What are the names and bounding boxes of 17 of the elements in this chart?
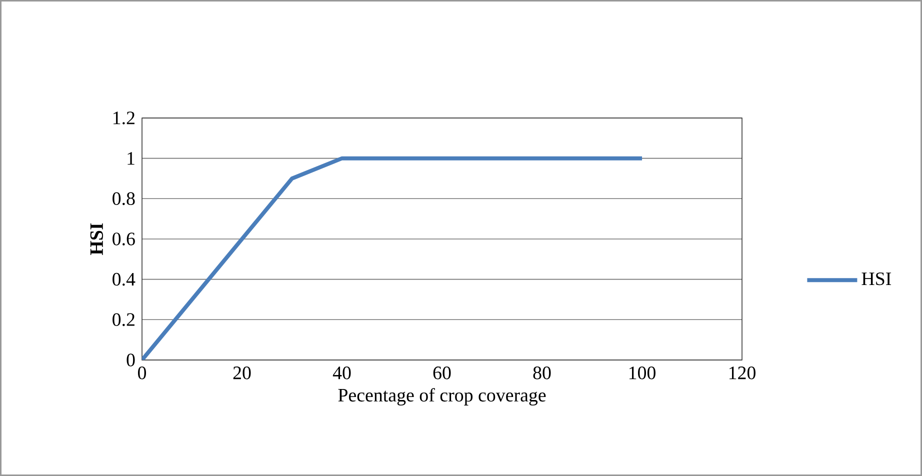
y-tick-label: 0.4	[112, 272, 136, 286]
y-tick-label: 0.2	[112, 313, 134, 326]
x-tick-label: 20	[233, 366, 251, 380]
x-tick-label: 80	[533, 366, 551, 380]
y-tick-label: 0.8	[112, 192, 135, 206]
x-tick-label: 40	[332, 366, 351, 380]
y-tick-label: 1.2	[113, 112, 134, 124]
y-tick-label: 1	[128, 152, 134, 165]
x-tick-label: 120	[729, 366, 756, 380]
y-axis-title: HSI	[90, 223, 104, 255]
y-tick-label: 0.6	[112, 232, 135, 246]
x-tick-label: 0	[138, 366, 146, 380]
x-tick-label: 60	[433, 366, 451, 380]
x-axis-title: Pecentage of crop coverage	[338, 388, 546, 406]
legend-label: HSI	[862, 272, 892, 286]
y-tick-label: 0	[126, 354, 135, 366]
x-tick-label: 100	[629, 366, 656, 380]
